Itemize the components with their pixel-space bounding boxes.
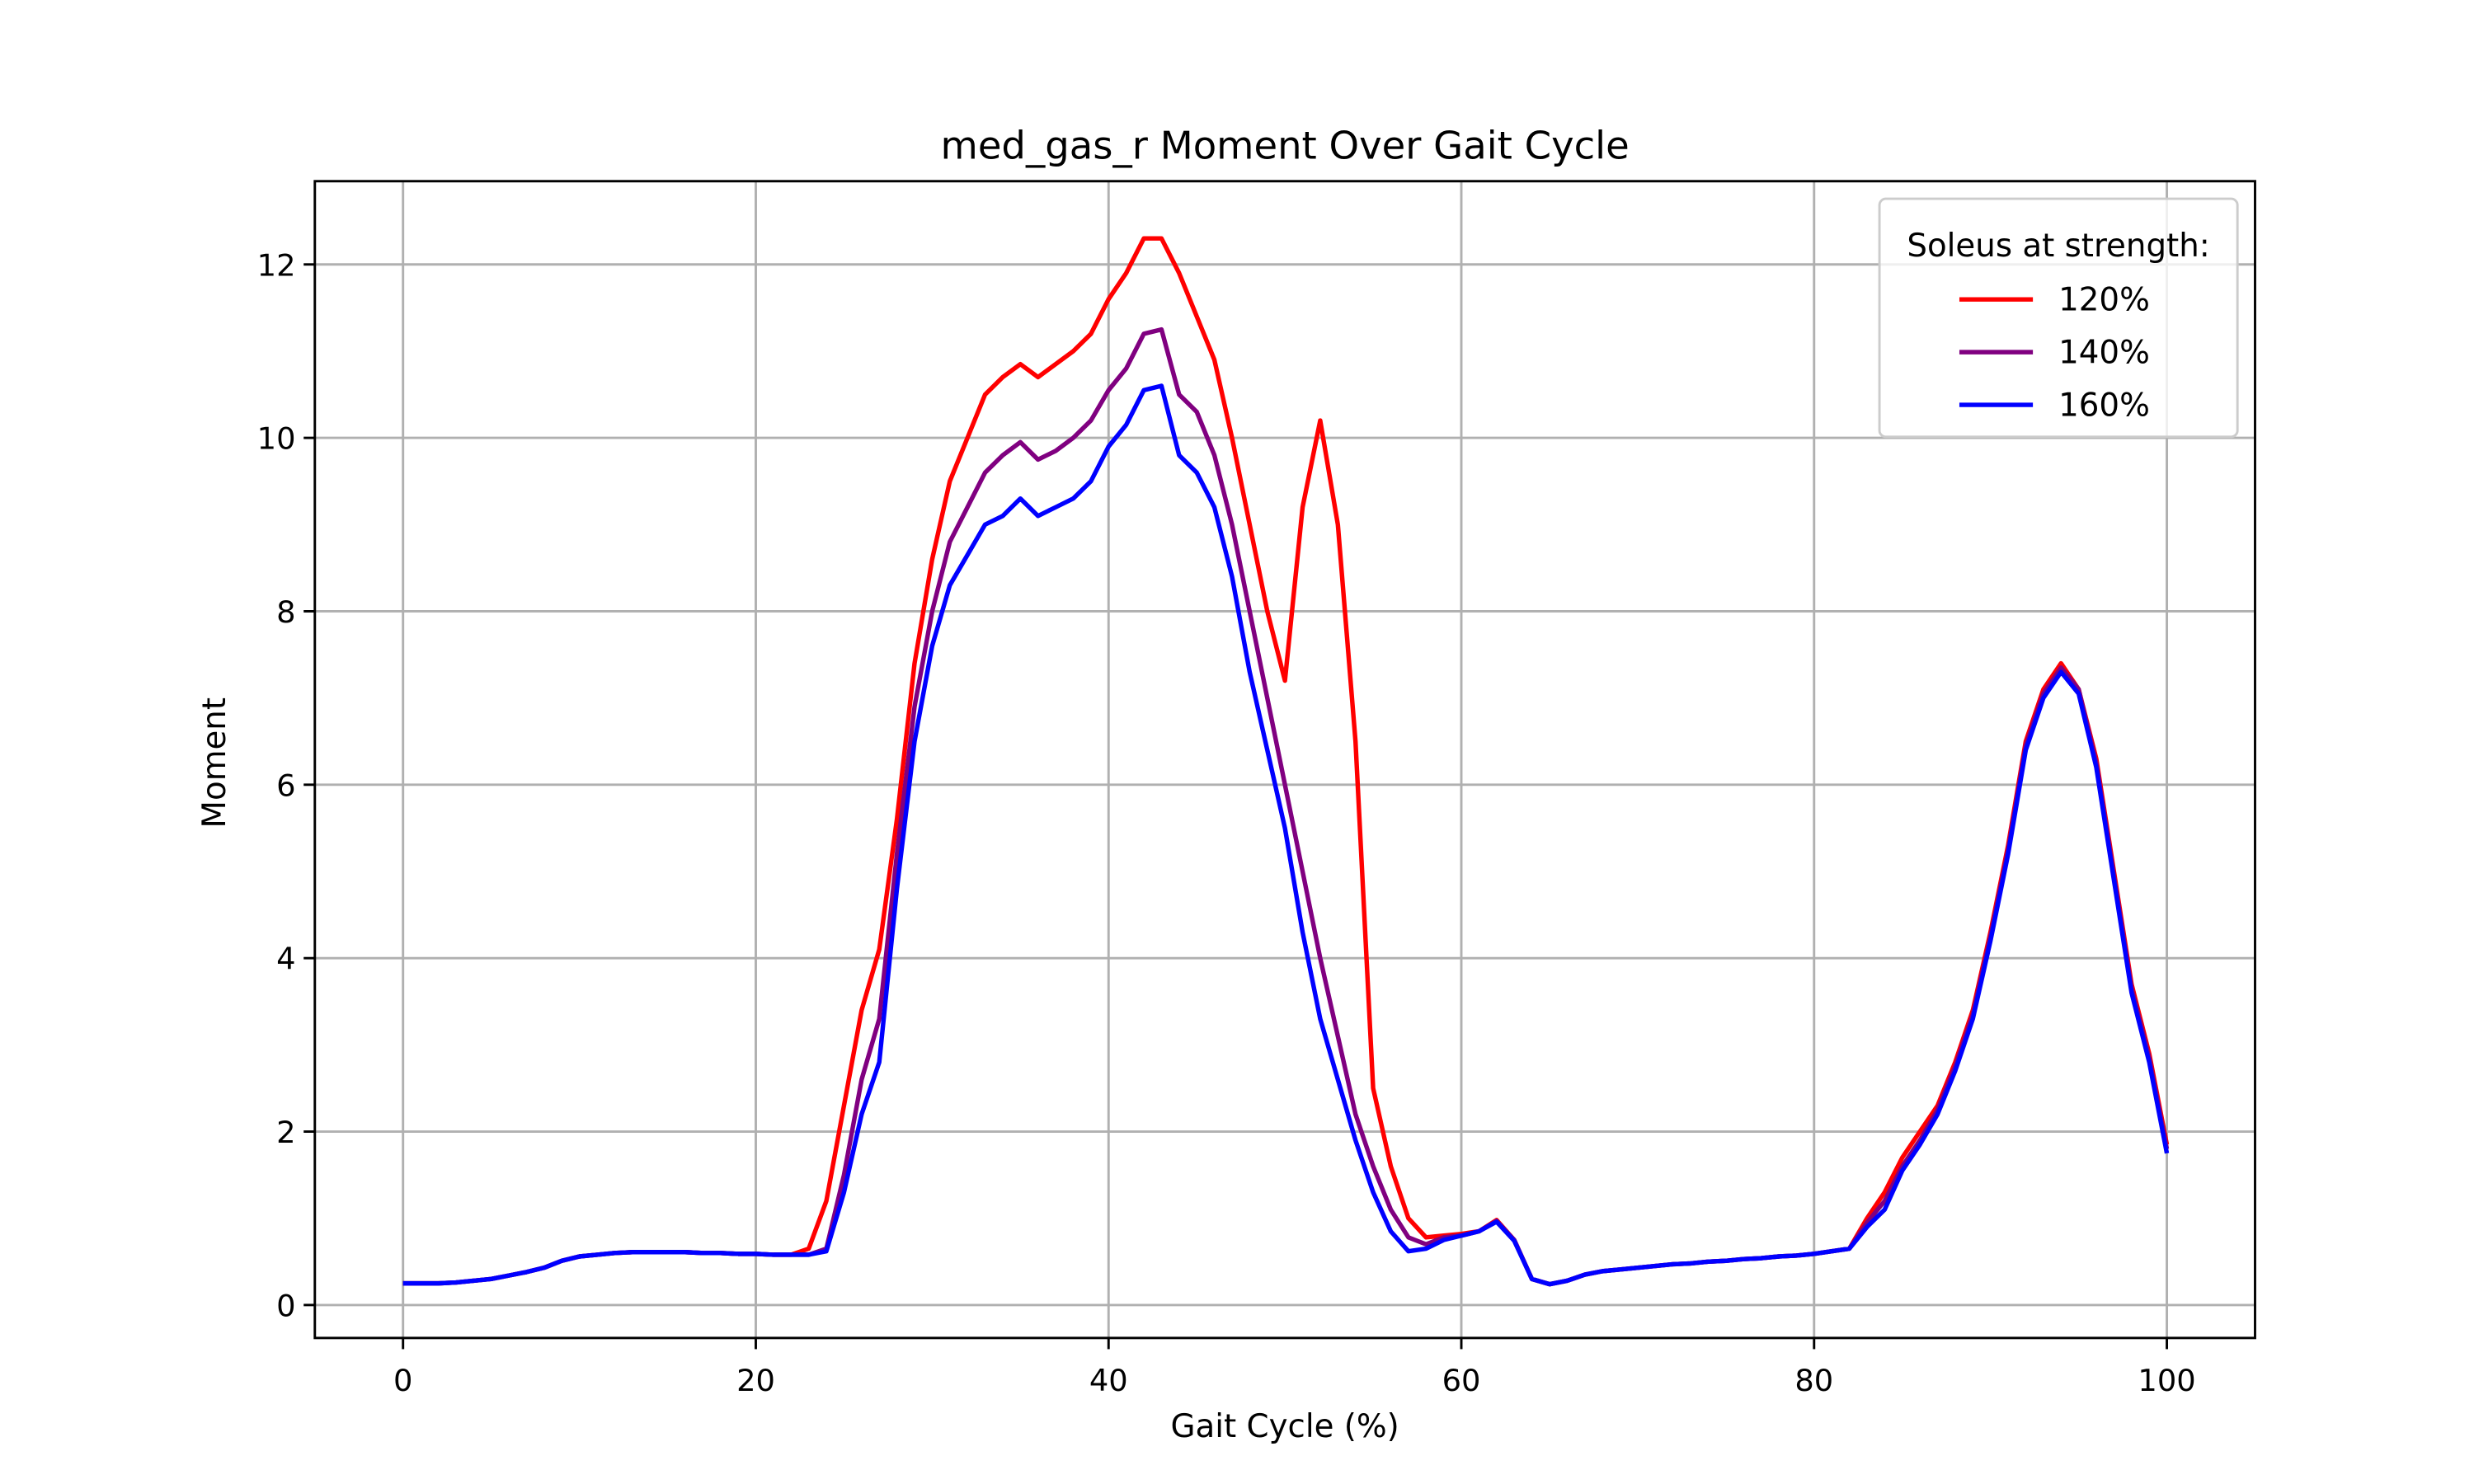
- x-axis-label: Gait Cycle (%): [1170, 1408, 1399, 1445]
- y-tick-label: 4: [276, 942, 295, 977]
- y-tick-label: 8: [276, 594, 295, 630]
- x-tick-label: 60: [1442, 1363, 1481, 1398]
- x-tick-label: 40: [1089, 1363, 1128, 1398]
- plot-frame: [313, 180, 2256, 1340]
- series-line: [402, 383, 2170, 1287]
- x-tick-label: 80: [1794, 1363, 1833, 1398]
- legend: Soleus at strength: 120% 140% 160%: [1878, 197, 2239, 439]
- y-axis-label: Moment: [196, 697, 233, 828]
- y-tick-label: 10: [257, 421, 296, 457]
- legend-label: 140%: [2058, 335, 2150, 372]
- chart-title: med_gas_r Moment Over Gait Cycle: [941, 124, 1630, 168]
- y-tick-label: 2: [276, 1115, 295, 1150]
- x-tick-label: 0: [393, 1363, 412, 1398]
- y-tick-label: 0: [276, 1288, 295, 1323]
- x-tick-label: 20: [736, 1363, 775, 1398]
- legend-title: Soleus at strength:: [1907, 228, 2210, 265]
- x-tick-label: 100: [2138, 1363, 2195, 1398]
- y-tick-label: 6: [276, 768, 295, 803]
- legend-box: [1878, 197, 2239, 439]
- series-line: [402, 326, 2170, 1287]
- legend-label: 120%: [2058, 282, 2150, 319]
- y-tick-label: 12: [257, 247, 296, 283]
- legend-label: 160%: [2058, 387, 2150, 425]
